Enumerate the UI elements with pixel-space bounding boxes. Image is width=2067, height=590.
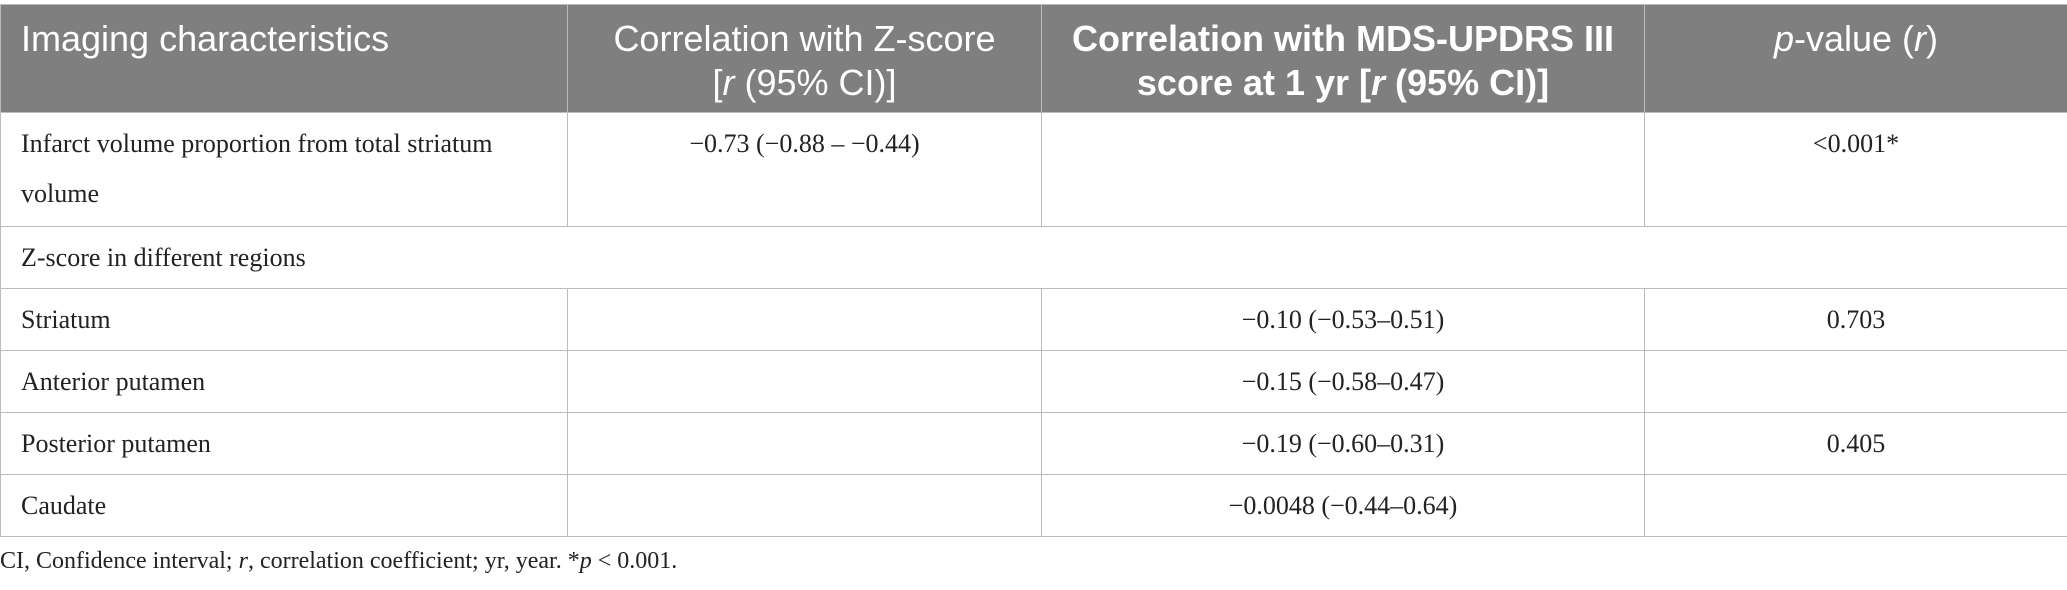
- empty-cell: [567, 412, 1042, 475]
- empty-cell: [567, 288, 1042, 351]
- footnote-text: , correlation coefficient; yr, year. *: [247, 548, 580, 574]
- table-row: Posterior putamen −0.19 (−0.60–0.31) 0.405: [0, 412, 2067, 475]
- header-text: r: [722, 62, 735, 103]
- empty-cell: [567, 474, 1042, 537]
- header-text: Imaging characteristics: [21, 18, 390, 59]
- data-table: Imaging characteristics Correlation with…: [0, 4, 2067, 537]
- table-body: Infarct volume proportion from total str…: [0, 112, 2067, 537]
- header-cell: Correlation with MDS-UPDRS III score at 1…: [1041, 4, 1645, 113]
- table-cell: −0.10 (−0.53–0.51): [1041, 288, 1645, 351]
- table-cell: −0.73 (−0.88 – −0.44): [567, 112, 1042, 227]
- empty-cell: [1644, 474, 2067, 537]
- footnote-text: CI, Confidence interval;: [0, 548, 239, 574]
- table-cell: Infarct volume proportion from total str…: [0, 112, 568, 227]
- header-text: -value (: [1793, 18, 1915, 59]
- table-row: Caudate −0.0048 (−0.44–0.64): [0, 474, 2067, 537]
- section-cell: Z-score in different regions: [0, 226, 2067, 289]
- header-text: r: [1914, 18, 1927, 59]
- empty-cell: [1041, 112, 1645, 227]
- header-text: (95% CI)]: [734, 62, 897, 103]
- table-cell: −0.0048 (−0.44–0.64): [1041, 474, 1645, 537]
- header-text: [: [712, 62, 723, 103]
- table-row: Striatum −0.10 (−0.53–0.51) 0.703: [0, 288, 2067, 351]
- table-cell: Anterior putamen: [0, 350, 568, 413]
- footnote: CI, Confidence interval; r, correlation …: [0, 548, 677, 575]
- footnote-text: < 0.001.: [591, 548, 678, 574]
- header-row: Imaging characteristics Correlation with…: [0, 4, 2067, 113]
- table-cell: Striatum: [0, 288, 568, 351]
- header-text: (95% CI)]: [1385, 62, 1550, 103]
- header-cell: Correlation with Z-score [r (95% CI)]: [567, 4, 1042, 113]
- header-text: Correlation with Z-score: [613, 18, 996, 59]
- table-cell: −0.15 (−0.58–0.47): [1041, 350, 1645, 413]
- table-cell: Posterior putamen: [0, 412, 568, 475]
- empty-cell: [1644, 350, 2067, 413]
- header-cell: p-value (r): [1644, 4, 2067, 113]
- header-text: score at 1 yr [: [1136, 62, 1372, 103]
- footnote-text: p: [579, 548, 592, 574]
- header-text: Correlation with MDS-UPDRS III: [1071, 18, 1615, 59]
- footnote-text: r: [238, 548, 248, 574]
- header-text: r: [1371, 62, 1386, 103]
- table-row: Infarct volume proportion from total str…: [0, 112, 2067, 227]
- table-cell: −0.19 (−0.60–0.31): [1041, 412, 1645, 475]
- header-text: p: [1773, 18, 1794, 59]
- empty-cell: [567, 350, 1042, 413]
- table-cell: Caudate: [0, 474, 568, 537]
- table-cell: 0.703: [1644, 288, 2067, 351]
- table-cell: <0.001*: [1644, 112, 2067, 227]
- header-text: ): [1926, 18, 1939, 59]
- header-cell: Imaging characteristics: [0, 4, 568, 113]
- table-row: Z-score in different regions: [0, 226, 2067, 289]
- table-row: Anterior putamen −0.15 (−0.58–0.47): [0, 350, 2067, 413]
- table-cell: 0.405: [1644, 412, 2067, 475]
